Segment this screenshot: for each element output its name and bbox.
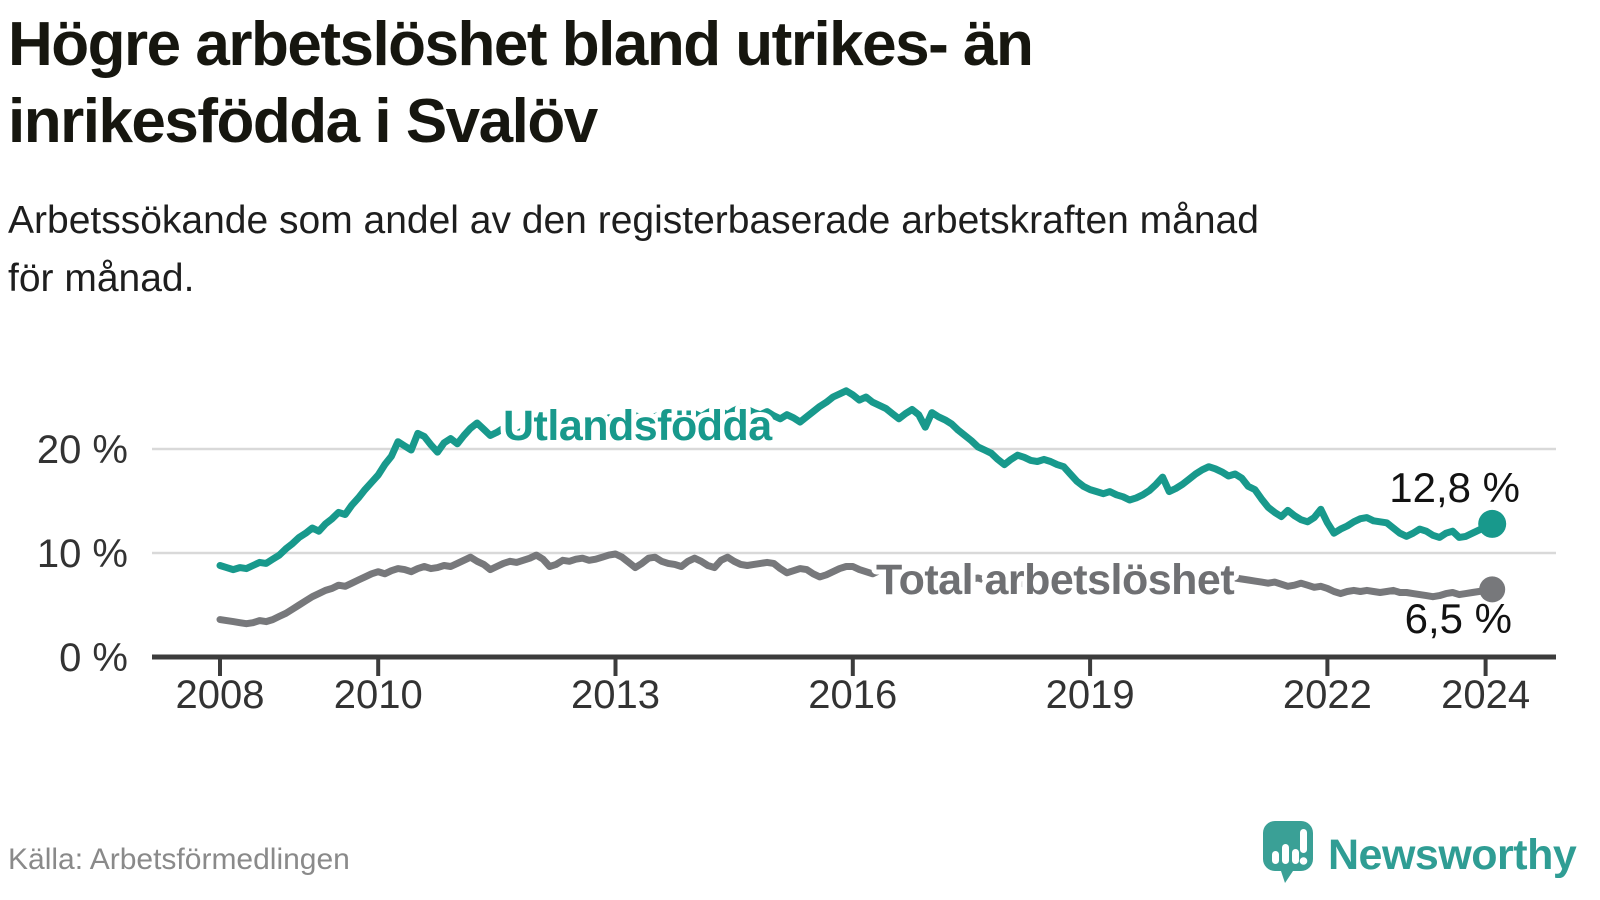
x-axis-tick-label: 2016 — [808, 673, 897, 717]
x-axis-tick-label: 2008 — [176, 673, 265, 717]
series-line-utlandsfodda — [216, 387, 1496, 574]
x-axis-tick-label: 2024 — [1441, 673, 1530, 717]
x-axis-tick-label: 2019 — [1046, 673, 1135, 717]
series-line-total — [216, 550, 1496, 628]
x-axis-tick-label: 2010 — [334, 673, 423, 717]
source-note: Källa: Arbetsförmedlingen — [8, 843, 350, 876]
page-title-line2: inrikesfödda i Svalöv — [8, 87, 598, 156]
chart-subtitle: Arbetssökande som andel av den registerb… — [8, 192, 1259, 308]
page-title-line1: Högre arbetslöshet bland utrikes- än — [8, 10, 1034, 79]
series-label-utlandsfodda: Utlandsfödda — [503, 402, 773, 450]
newsworthy-logo-text: Newsworthy — [1328, 831, 1577, 879]
y-axis-tick-label: 10 % — [37, 532, 128, 576]
series-label-total: Total arbetslöshet — [876, 556, 1234, 604]
end-value-label-utlandsfodda: 12,8 % — [1389, 464, 1520, 511]
x-axis-tick-label: 2022 — [1283, 673, 1372, 717]
newsworthy-logo-icon — [1263, 821, 1313, 883]
chart-subtitle-line1: Arbetssökande som andel av den registerb… — [8, 199, 1259, 242]
newsworthy-logo: Newsworthy — [1262, 820, 1592, 898]
series-end-dot-total — [1479, 576, 1506, 603]
page-title: Högre arbetslöshet bland utrikes- än inr… — [8, 6, 1034, 160]
y-axis-tick-label: 0 % — [59, 636, 128, 680]
chart-subtitle-line2: för månad. — [8, 257, 195, 300]
y-axis-tick-label: 20 % — [37, 428, 128, 472]
series-end-dot-utlandsfodda — [1478, 509, 1507, 538]
end-value-label-total: 6,5 % — [1405, 595, 1512, 642]
x-axis-tick-label: 2013 — [571, 673, 660, 717]
